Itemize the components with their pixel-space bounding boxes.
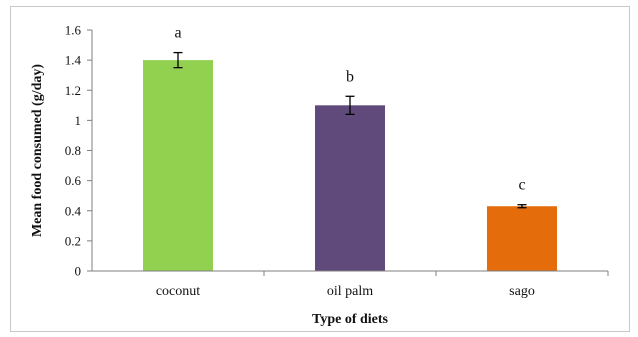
y-tick-label: 0.2 bbox=[65, 233, 81, 248]
significance-letter: a bbox=[174, 25, 181, 42]
y-tick-label: 1.4 bbox=[65, 53, 82, 68]
y-tick-label: 0 bbox=[75, 264, 82, 279]
x-axis-title: Type of diets bbox=[312, 312, 389, 327]
x-tick-label: sago bbox=[509, 284, 535, 299]
bar-sago bbox=[487, 206, 557, 271]
y-tick-label: 1.6 bbox=[65, 23, 82, 38]
error-bars bbox=[173, 51, 527, 209]
bars bbox=[143, 60, 557, 271]
axes bbox=[91, 30, 609, 276]
y-axis-ticks: 0 0.2 0.4 0.6 0.8 1 1.2 1.4 1.6 bbox=[65, 23, 92, 279]
significance-letter: c bbox=[518, 177, 525, 194]
y-tick-label: 0.8 bbox=[65, 143, 81, 158]
x-tick-label: coconut bbox=[156, 284, 200, 299]
bar-oil-palm bbox=[315, 105, 385, 271]
y-tick-label: 1 bbox=[75, 113, 82, 128]
y-tick-label: 0.4 bbox=[65, 203, 82, 218]
y-tick-label: 1.2 bbox=[65, 83, 81, 98]
x-tick-label: oil palm bbox=[327, 284, 373, 299]
significance-letter: b bbox=[346, 68, 354, 85]
labels: a coconut b oil palm c sago bbox=[156, 25, 535, 299]
bar-coconut bbox=[143, 60, 213, 271]
y-tick-label: 0.6 bbox=[65, 173, 82, 188]
y-axis-title: Mean food consumed (g/day) bbox=[30, 64, 45, 237]
